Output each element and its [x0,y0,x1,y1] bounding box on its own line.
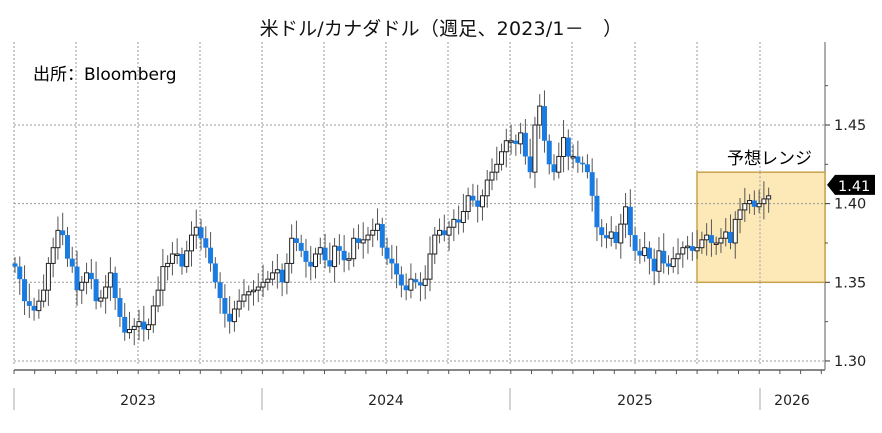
svg-text:2025: 2025 [617,393,653,409]
svg-text:1.35: 1.35 [834,275,866,291]
forecast-range-label: 予想レンジ [727,149,812,169]
svg-text:2026: 2026 [774,393,810,409]
chart-title: 米ドル/カナダドル（週足、2023/1－ ） [259,18,623,40]
candles [12,90,772,346]
svg-text:2023: 2023 [120,393,156,409]
svg-text:1.41: 1.41 [838,179,870,195]
x-axis: 2023 2024 2025 2026 [13,369,825,410]
svg-text:2024: 2024 [368,393,404,409]
svg-text:1.30: 1.30 [834,354,866,370]
last-price-badge: 1.41 [827,174,875,195]
source-label: 出所：Bloomberg [33,65,176,85]
y-axis: 1.30 1.35 1.40 1.45 [825,85,866,370]
svg-text:1.45: 1.45 [834,118,866,134]
svg-text:1.40: 1.40 [834,197,866,213]
forecast-range-box [696,171,826,284]
